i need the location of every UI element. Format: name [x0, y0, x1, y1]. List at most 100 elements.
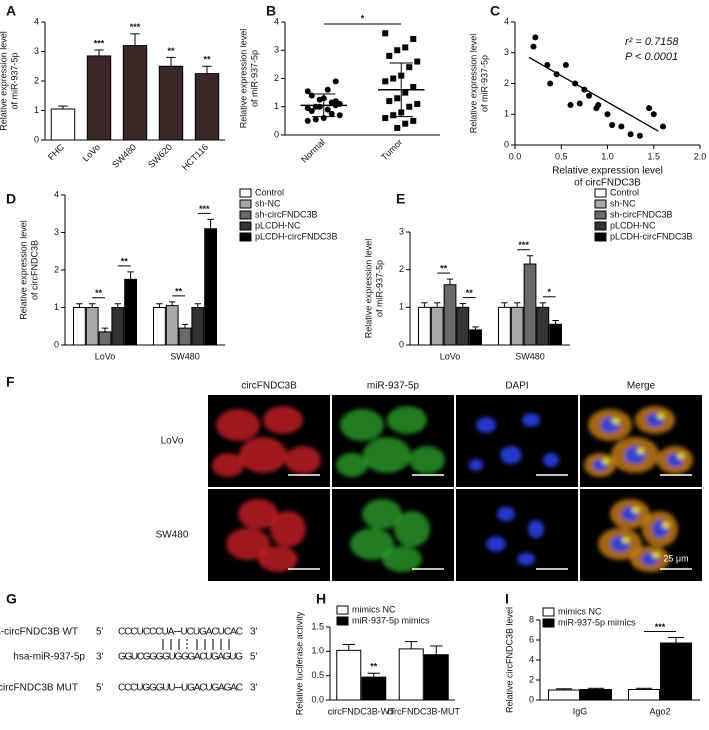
y-tick-label: 0.0	[311, 694, 324, 704]
bar	[191, 307, 205, 346]
x-tick-label: 1.0	[601, 151, 614, 161]
data-point	[567, 102, 574, 109]
data-point	[324, 106, 331, 113]
cell	[387, 406, 427, 434]
cell	[270, 511, 306, 547]
bar	[361, 676, 387, 701]
legend-label: pLCDH-NC	[610, 220, 656, 230]
sequence: CCCUGGGUU---UGACUGAGAC	[118, 683, 243, 694]
data-point	[402, 89, 409, 96]
fit-line	[528, 56, 659, 132]
nucleus	[486, 536, 506, 552]
bar	[153, 307, 166, 346]
y-axis-label: Relative expression level	[468, 34, 478, 134]
cells	[226, 499, 306, 572]
x-tick-label: SW480	[515, 351, 545, 361]
cell	[394, 511, 430, 547]
cell	[263, 406, 303, 434]
legend-label: miR-937-5p mimics	[352, 615, 430, 625]
legend-label: pLCDH-circFNDC3B	[610, 231, 693, 241]
data-point	[382, 78, 389, 85]
data-point	[627, 131, 634, 138]
bar	[548, 689, 580, 701]
bar	[111, 307, 125, 346]
data-point	[650, 111, 657, 118]
data-point	[547, 80, 554, 87]
bar	[660, 642, 692, 701]
bar	[194, 73, 220, 141]
cell	[340, 409, 384, 441]
y-tick-label: 0	[274, 129, 279, 139]
legend-swatch	[542, 607, 555, 617]
y-tick-label: 6	[529, 634, 534, 644]
data-point	[530, 43, 537, 50]
data-point	[394, 47, 401, 54]
overlap	[612, 418, 620, 424]
y-tick-label: 4	[504, 16, 509, 26]
cell	[363, 437, 411, 473]
bar	[549, 323, 563, 346]
panel-label: B	[266, 3, 276, 19]
overlap	[662, 522, 670, 528]
legend-swatch	[239, 210, 252, 220]
y-axis-label: Relative circFNDC3B level	[504, 607, 514, 713]
x-tick-label: SW620	[146, 142, 174, 170]
significance: ***	[518, 240, 529, 250]
legend-label: sh-circFNDC3B	[255, 209, 318, 219]
scale-bar-label: 25 μm	[663, 553, 688, 563]
data-point	[414, 100, 421, 107]
sequence: CCCUCCCUA---UCUGACUCAC	[118, 627, 243, 638]
nucleus	[497, 506, 515, 522]
legend-label: Control	[255, 187, 284, 197]
overlap	[622, 537, 630, 543]
column-header: circFNDC3B	[241, 381, 297, 392]
legend-label: miR-937-5p mimics	[558, 617, 636, 627]
bar	[456, 306, 470, 346]
y-axis-label: of circFNDC3B	[29, 240, 39, 300]
data-point	[328, 110, 335, 117]
legend-swatch	[594, 199, 607, 209]
x-tick-label: 0.0	[509, 151, 522, 161]
overlap	[632, 507, 640, 513]
data-point	[382, 30, 389, 37]
legend-label: pLCDH-NC	[255, 220, 301, 230]
y-axis-label: of miR-937-5p	[479, 55, 489, 112]
bar	[498, 306, 511, 346]
data-point	[618, 123, 625, 130]
x-tick-label: SW480	[110, 142, 138, 170]
overlap	[652, 552, 660, 558]
cells	[486, 506, 545, 566]
y-axis-label: of miR-937-5p	[9, 52, 19, 109]
significance: **	[121, 256, 129, 266]
sequence-name: hsa-miR-937-5p	[13, 652, 85, 663]
y-tick-label: 4	[54, 189, 59, 199]
x-tick-label: Ago2	[649, 706, 670, 716]
y-tick-label: 0	[34, 134, 39, 144]
bar	[85, 307, 99, 346]
data-point	[386, 98, 393, 105]
legend-swatch	[239, 199, 252, 209]
significance: *	[361, 13, 365, 23]
significance: **	[370, 662, 378, 672]
data-point	[660, 123, 666, 130]
data-point	[532, 34, 539, 41]
annotation: P < 0.0001	[625, 51, 678, 63]
data-point	[304, 88, 311, 95]
y-tick-label: 1	[54, 302, 59, 312]
legend-swatch	[594, 210, 607, 220]
cell	[226, 528, 270, 560]
legend-label: sh-circFNDC3B	[610, 209, 673, 219]
significance: **	[95, 288, 103, 298]
data-point	[308, 107, 315, 114]
y-tick-label: 0.5	[311, 670, 324, 680]
overlap	[677, 453, 685, 459]
x-tick-label: SW480	[170, 351, 200, 361]
data-point	[332, 78, 339, 85]
legend-swatch	[336, 616, 349, 626]
data-point	[332, 98, 339, 105]
y-tick-label: 3	[54, 227, 59, 237]
y-tick-label: 2	[529, 674, 534, 684]
sequence-end: 5'	[250, 652, 258, 663]
data-point	[646, 105, 653, 112]
bar	[178, 327, 192, 346]
